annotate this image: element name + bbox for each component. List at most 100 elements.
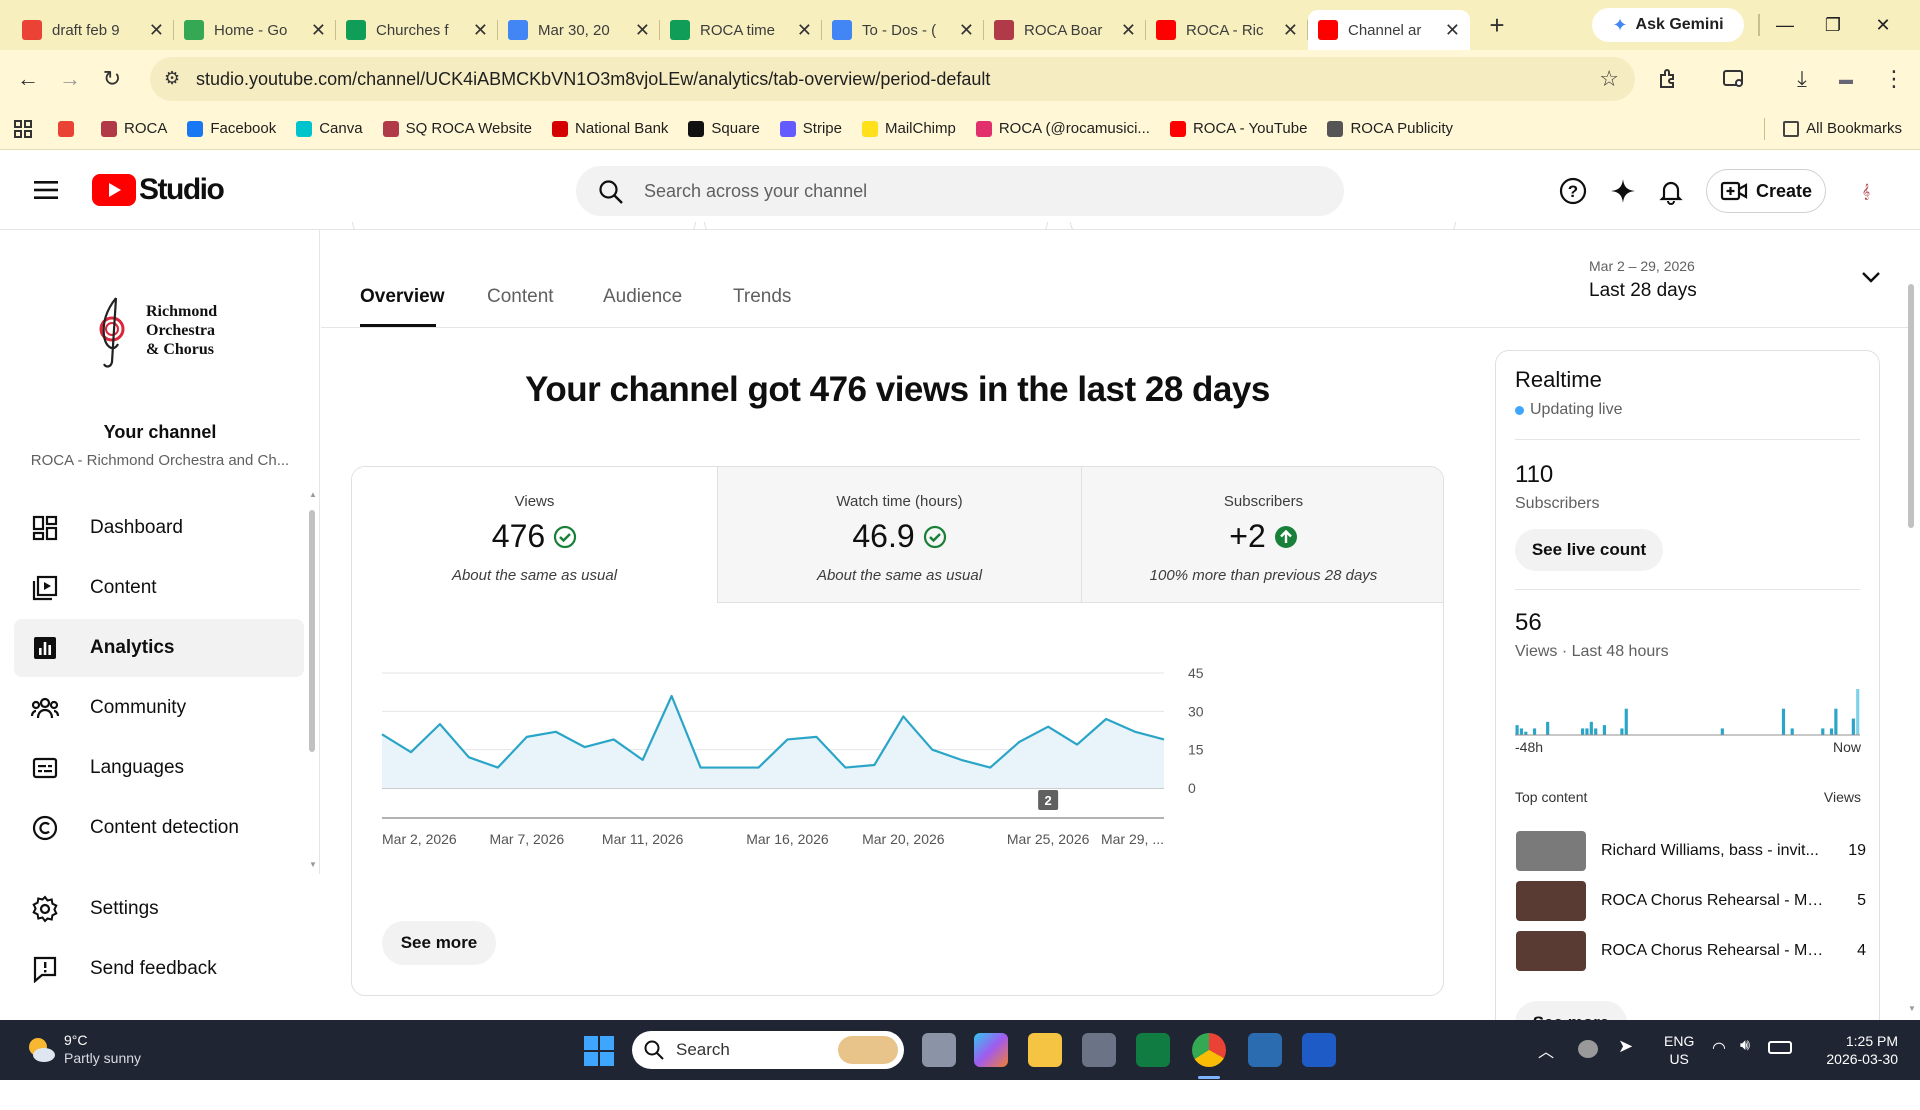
realtime-bar[interactable] — [1834, 708, 1838, 735]
realtime-bar[interactable] — [1856, 689, 1860, 735]
account-avatar[interactable]: 𝄞 — [1846, 175, 1886, 207]
bookmark-item[interactable]: Canva — [296, 120, 363, 137]
browser-tab[interactable]: ROCA time ✕ — [660, 10, 822, 50]
data-point[interactable] — [985, 763, 995, 773]
taskbar-search-box[interactable]: Search — [632, 1031, 904, 1069]
apps-grid-icon[interactable] — [14, 119, 32, 138]
weather-widget[interactable]: 9°C Partly sunny — [24, 1030, 174, 1070]
metric-views[interactable]: Views 476 About the same as usual — [352, 467, 717, 603]
data-point[interactable] — [1072, 740, 1082, 750]
close-tab-icon[interactable]: ✕ — [472, 19, 488, 40]
close-tab-icon[interactable]: ✕ — [1282, 19, 1298, 40]
data-point[interactable] — [840, 763, 850, 773]
sidebar-item-community[interactable]: Community — [14, 679, 304, 737]
realtime-bar[interactable] — [1720, 728, 1724, 735]
tray-chevron-up-icon[interactable]: ︿ — [1538, 1044, 1555, 1061]
realtime-bar[interactable] — [1585, 728, 1589, 735]
data-point[interactable] — [898, 711, 908, 721]
bookmark-item[interactable]: ROCA Publicity — [1327, 120, 1453, 137]
download-icon[interactable]: ⤓ — [1797, 66, 1807, 91]
realtime-bar[interactable] — [1851, 718, 1855, 735]
notifications-bell-icon[interactable] — [1656, 176, 1686, 206]
data-point[interactable] — [435, 719, 445, 729]
data-point[interactable] — [609, 734, 619, 744]
calculator-icon[interactable] — [1082, 1033, 1116, 1067]
data-point[interactable] — [725, 763, 735, 773]
sidebar-item-dashboard[interactable]: Dashboard — [14, 499, 304, 557]
file-explorer-icon[interactable] — [1028, 1033, 1062, 1067]
sidebar-item-settings[interactable]: Settings — [14, 880, 304, 938]
tray-send-icon[interactable]: ➤ — [1618, 1036, 1634, 1056]
tab-content[interactable]: Content — [487, 286, 554, 307]
task-view-icon[interactable] — [922, 1033, 956, 1067]
bookmark-item[interactable]: Facebook — [187, 120, 276, 137]
realtime-bar-chart[interactable] — [1515, 689, 1863, 745]
data-point[interactable] — [696, 763, 706, 773]
data-point[interactable] — [551, 727, 561, 737]
realtime-bar[interactable] — [1524, 731, 1528, 735]
forward-button[interactable]: → — [59, 66, 81, 91]
sparkle-icon[interactable] — [1608, 176, 1638, 206]
studio-logo[interactable]: Studio — [92, 173, 225, 207]
sidebar-item-feedback[interactable]: Send feedback — [14, 940, 304, 998]
ask-gemini-button[interactable]: ✦ Ask Gemini — [1592, 8, 1744, 42]
battery-icon[interactable] — [1768, 1041, 1792, 1054]
data-point[interactable] — [1101, 714, 1111, 724]
publisher-icon[interactable] — [1136, 1033, 1170, 1067]
bookmark-star-icon[interactable]: ☆ — [1599, 66, 1619, 91]
realtime-bar[interactable] — [1546, 721, 1550, 735]
data-point[interactable] — [1159, 734, 1169, 744]
views-line-chart[interactable]: 0 15 30 45 Mar 2, 2026 Mar 7, 2026 Mar 11, 202… — [352, 633, 1444, 943]
close-tab-icon[interactable]: ✕ — [1120, 19, 1136, 40]
close-tab-icon[interactable]: ✕ — [958, 19, 974, 40]
clock[interactable]: 1:25 PM 2026-03-30 — [1808, 1032, 1898, 1068]
address-bar[interactable]: ⚙ studio.youtube.com/channel/UCK4iABMCKb… — [150, 57, 1635, 101]
bookmark-item[interactable]: National Bank — [552, 120, 668, 137]
wifi-icon[interactable]: ◠ — [1712, 1040, 1726, 1057]
browser-tab[interactable]: Channel ar ✕ — [1308, 10, 1470, 50]
metric-subscribers[interactable]: Subscribers +2 100% more than previous 2… — [1081, 467, 1443, 603]
screen-search-icon[interactable] — [1718, 63, 1750, 95]
data-point[interactable] — [493, 763, 503, 773]
browser-menu-icon[interactable]: ⋮ — [1883, 66, 1905, 91]
copilot-icon[interactable] — [974, 1033, 1008, 1067]
data-point[interactable] — [782, 734, 792, 744]
data-point[interactable] — [1043, 722, 1053, 732]
data-point[interactable] — [667, 691, 677, 701]
help-icon[interactable]: ? — [1558, 176, 1588, 206]
close-tab-icon[interactable]: ✕ — [1444, 19, 1460, 40]
language-indicator[interactable]: ENG US — [1664, 1032, 1694, 1068]
data-point[interactable] — [464, 752, 474, 762]
tab-overview[interactable]: Overview — [360, 286, 445, 307]
close-tab-icon[interactable]: ✕ — [634, 19, 650, 40]
browser-tab[interactable]: Home - Go ✕ — [174, 10, 336, 50]
channel-search-input[interactable]: Search across your channel — [576, 166, 1344, 216]
tab-audience[interactable]: Audience — [603, 286, 683, 307]
hamburger-menu-icon[interactable] — [34, 180, 60, 200]
see-more-button[interactable]: See more — [382, 921, 496, 965]
sidebar-item-languages[interactable]: Languages — [14, 739, 304, 797]
see-live-count-button[interactable]: See live count — [1515, 529, 1663, 571]
data-point[interactable] — [406, 747, 416, 757]
close-window-button[interactable]: ✕ — [1875, 14, 1891, 35]
realtime-bar[interactable] — [1821, 728, 1825, 735]
volume-icon[interactable]: 🔊︎ — [1740, 1037, 1751, 1054]
browser-tab[interactable]: Mar 30, 20 ✕ — [498, 10, 660, 50]
minimize-button[interactable]: — — [1776, 14, 1794, 35]
browser-tab[interactable]: ROCA - Ric ✕ — [1146, 10, 1308, 50]
data-point[interactable] — [1130, 727, 1140, 737]
bookmark-item[interactable]: ROCA - YouTube — [1169, 120, 1307, 137]
data-point[interactable] — [1014, 737, 1024, 747]
close-tab-icon[interactable]: ✕ — [796, 19, 812, 40]
extensions-icon[interactable] — [1652, 63, 1684, 95]
bookmark-item[interactable] — [58, 120, 81, 137]
page-scrollbar[interactable]: ▼ — [1906, 234, 1918, 1018]
tab-trends[interactable]: Trends — [733, 286, 792, 307]
sidebar-item-content-detection[interactable]: Content detection — [14, 799, 304, 857]
sidebar-item-content[interactable]: Content — [14, 559, 304, 617]
browser-tab[interactable]: draft feb 9 ✕ — [12, 10, 174, 50]
app-icon[interactable] — [1248, 1033, 1282, 1067]
sidebar-scrollbar[interactable]: ▲ ▼ — [309, 490, 317, 869]
all-bookmarks-folder[interactable]: All Bookmarks — [1783, 120, 1902, 137]
close-tab-icon[interactable]: ✕ — [148, 19, 164, 40]
